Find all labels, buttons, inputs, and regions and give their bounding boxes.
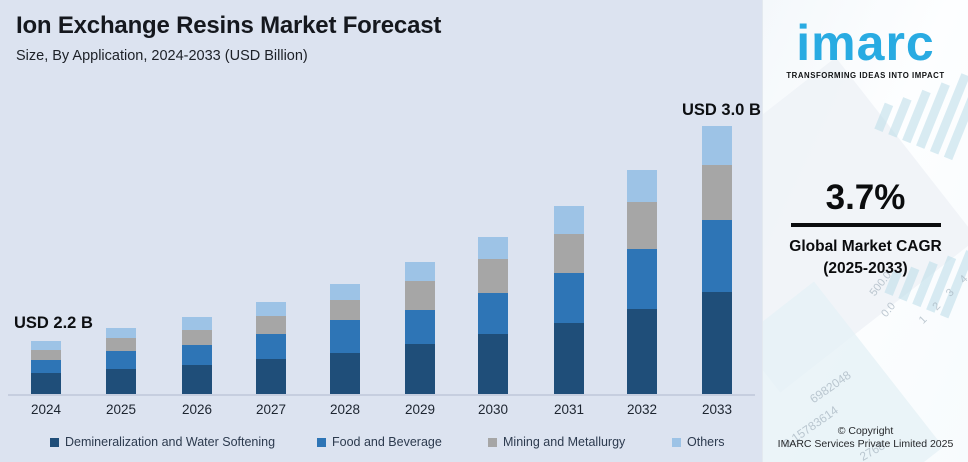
x-axis-label-2026: 2026 xyxy=(181,402,213,417)
bar-segment xyxy=(31,360,61,373)
bar-2027 xyxy=(256,301,286,394)
value-label-2033: USD 3.0 B xyxy=(682,101,761,119)
bar-segment xyxy=(31,340,61,350)
bar-segment xyxy=(182,329,212,345)
stacked-bar-chart: USD 2.2 B USD 3.0 B 2024 2025 2026 2027 2028… xyxy=(8,101,761,417)
bar-segment xyxy=(702,126,732,165)
bar-segment xyxy=(330,320,360,353)
cagr-divider-line xyxy=(790,223,941,227)
chart-region: Ion Exchange Resins Market Forecast Size… xyxy=(0,12,762,455)
x-axis-label-2032: 2032 xyxy=(626,402,658,417)
x-axis-label-2024: 2024 xyxy=(30,402,62,417)
bar-2026 xyxy=(182,316,212,394)
bar-segment xyxy=(106,351,136,369)
legend-item-mining-metallurgy: Mining and Metallurgy xyxy=(488,435,625,449)
bar-2025 xyxy=(106,328,136,394)
legend-item-others: Others xyxy=(672,435,725,449)
x-axis-label-2028: 2028 xyxy=(329,402,361,417)
bar-segment xyxy=(182,316,212,330)
bar-segment xyxy=(31,350,61,360)
bar-segment xyxy=(256,316,286,334)
x-axis-label-2025: 2025 xyxy=(105,402,137,417)
bar-segment xyxy=(106,328,136,338)
imarc-logo-tagline: TRANSFORMING IDEAS INTO IMPACT xyxy=(786,71,945,80)
bar-segment xyxy=(478,293,508,334)
bar-segment xyxy=(31,373,61,394)
legend-label: Mining and Metallurgy xyxy=(503,435,626,449)
bar-segment xyxy=(702,220,732,292)
x-axis-line xyxy=(8,394,755,396)
legend-swatch-others xyxy=(672,437,681,447)
x-axis-label-2033: 2033 xyxy=(701,402,733,417)
legend-swatch-mining-metallurgy xyxy=(488,437,497,447)
copyright-line1: © Copyright xyxy=(837,424,894,437)
bar-2024 xyxy=(31,340,61,394)
bar-segment xyxy=(330,284,360,300)
bar-segment xyxy=(554,273,584,323)
legend-swatch-food-beverage xyxy=(317,437,326,447)
bar-2030 xyxy=(478,237,508,394)
cagr-label-line2: (2025-2033) xyxy=(823,260,908,278)
chart-legend: Demineralization and Water Softening Foo… xyxy=(0,435,762,455)
branding-side-panel: 500.0 0.0 1 2 3 4 6982048 0.15783614 276… xyxy=(762,0,968,462)
bar-segment xyxy=(627,249,657,309)
bar-2033 xyxy=(702,126,732,394)
bar-segment xyxy=(478,237,508,259)
bar-segment xyxy=(106,369,136,394)
legend-label: Demineralization and Water Softening xyxy=(65,435,276,449)
bar-segment xyxy=(256,333,286,359)
bar-2032 xyxy=(627,170,657,394)
bar-2031 xyxy=(554,206,584,394)
imarc-logo: imarc TRANSFORMING IDEAS INTO IMPACT xyxy=(763,18,968,80)
cagr-value: 3.7% xyxy=(825,178,906,217)
bar-segment xyxy=(702,292,732,394)
bar-segment xyxy=(405,262,435,281)
bar-segment xyxy=(627,202,657,249)
cagr-label-line1: Global Market CAGR xyxy=(789,238,942,255)
value-label-2024: USD 2.2 B xyxy=(14,314,93,332)
watermark-number: 0.0 xyxy=(879,300,899,320)
bar-segment xyxy=(478,259,508,293)
bar-segment xyxy=(627,170,657,202)
bar-segment xyxy=(182,365,212,394)
bar-segment xyxy=(405,344,435,394)
bar-segment xyxy=(478,334,508,394)
bar-segment xyxy=(182,345,212,365)
bar-segment xyxy=(405,281,435,310)
bar-segment xyxy=(554,206,584,234)
legend-swatch-demineralization xyxy=(50,437,59,447)
bar-segment xyxy=(702,165,732,220)
legend-item-demineralization: Demineralization and Water Softening xyxy=(50,435,275,449)
bar-segment xyxy=(554,323,584,394)
legend-label: Food and Beverage xyxy=(332,435,442,449)
copyright-notice: © Copyright IMARC Services Private Limit… xyxy=(763,425,968,452)
x-axis-label-2027: 2027 xyxy=(255,402,287,417)
cagr-callout: 3.7% Global Market CAGR (2025-2033) xyxy=(763,178,968,281)
x-axis-label-2031: 2031 xyxy=(553,402,585,417)
bar-segment xyxy=(405,310,435,344)
bar-segment xyxy=(106,338,136,351)
bar-segment xyxy=(627,309,657,394)
bar-segment xyxy=(554,234,584,273)
copyright-line2: IMARC Services Private Limited 2025 xyxy=(777,438,954,451)
x-axis-label-2029: 2029 xyxy=(404,402,436,417)
page-subtitle: Size, By Application, 2024-2033 (USD Bil… xyxy=(16,48,308,64)
bar-2028 xyxy=(330,284,360,394)
page-title: Ion Exchange Resins Market Forecast xyxy=(16,12,442,39)
bar-segment xyxy=(330,300,360,320)
bar-segment xyxy=(256,358,286,394)
imarc-logo-wordmark: imarc xyxy=(796,15,935,71)
watermark-number: 6982048 xyxy=(807,367,854,407)
legend-label: Others xyxy=(687,435,725,449)
x-axis-label-2030: 2030 xyxy=(477,402,509,417)
bar-segment xyxy=(330,353,360,394)
bar-2029 xyxy=(405,262,435,394)
bar-segment xyxy=(256,301,286,316)
legend-item-food-beverage: Food and Beverage xyxy=(317,435,442,449)
